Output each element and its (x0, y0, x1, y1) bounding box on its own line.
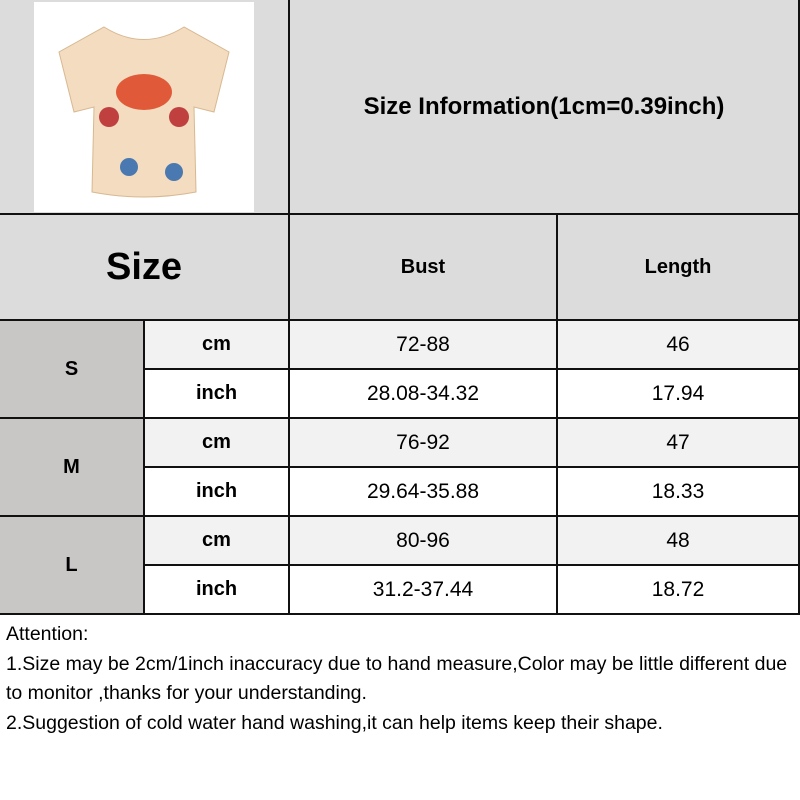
bust-value: 80-96 (290, 517, 558, 566)
length-value: 17.94 (558, 370, 800, 419)
length-value: 18.72 (558, 566, 800, 615)
note-1: 1.Size may be 2cm/1inch inaccuracy due t… (6, 652, 788, 705)
column-header-length: Length (558, 215, 800, 321)
bust-value: 28.08-34.32 (290, 370, 558, 419)
unit-cm: cm (145, 419, 290, 468)
size-header: Size (0, 215, 290, 321)
length-value: 18.33 (558, 468, 800, 517)
size-label-S: S (0, 321, 145, 419)
bust-value: 31.2-37.44 (290, 566, 558, 615)
product-image-cell (0, 0, 290, 215)
size-label-L: L (0, 517, 145, 615)
note-2: 2.Suggestion of cold water hand washing,… (6, 711, 663, 734)
length-value: 48 (558, 517, 800, 566)
notes: Attention: 1.Size may be 2cm/1inch inacc… (6, 620, 800, 738)
unit-cm: cm (145, 321, 290, 370)
bust-value: 76-92 (290, 419, 558, 468)
bust-value: 72-88 (290, 321, 558, 370)
size-label-M: M (0, 419, 145, 517)
page-title: Size Information(1cm=0.39inch) (290, 0, 800, 215)
bust-value: 29.64-35.88 (290, 468, 558, 517)
notes-heading: Attention: (6, 623, 89, 645)
column-header-bust: Bust (290, 215, 558, 321)
length-value: 47 (558, 419, 800, 468)
unit-inch: inch (145, 566, 290, 615)
length-value: 46 (558, 321, 800, 370)
unit-inch: inch (145, 370, 290, 419)
unit-inch: inch (145, 468, 290, 517)
product-image (58, 25, 230, 197)
unit-cm: cm (145, 517, 290, 566)
